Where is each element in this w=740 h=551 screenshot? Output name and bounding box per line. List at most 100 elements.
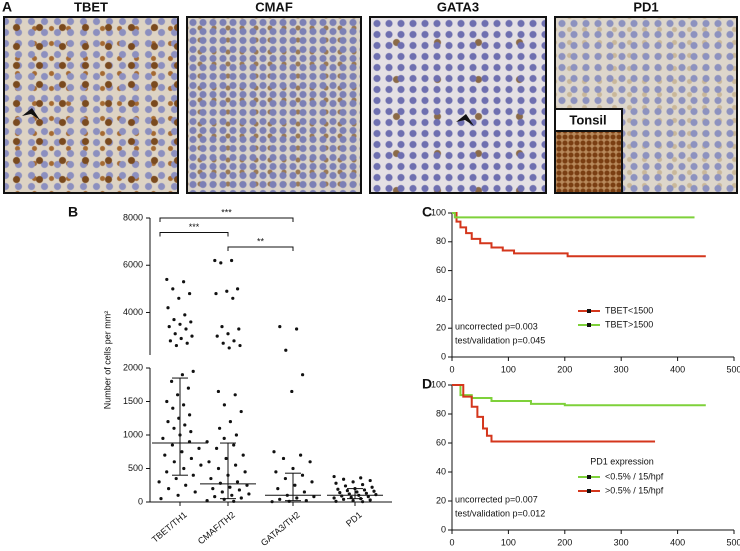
dot bbox=[207, 460, 211, 464]
dot bbox=[364, 491, 368, 495]
dot bbox=[310, 480, 314, 484]
dot bbox=[185, 341, 189, 345]
dot bbox=[342, 477, 346, 481]
significance-bracket bbox=[159, 232, 229, 237]
dot bbox=[180, 373, 184, 377]
dot bbox=[281, 456, 286, 461]
dot bbox=[351, 499, 355, 503]
image-title: PD1 bbox=[633, 0, 658, 14]
dot bbox=[228, 420, 232, 424]
dot bbox=[238, 343, 242, 348]
dot bbox=[245, 483, 249, 487]
y-tick-label: 80 bbox=[436, 236, 446, 246]
dot bbox=[189, 320, 193, 324]
dot bbox=[355, 490, 359, 494]
dot bbox=[220, 490, 224, 494]
legend-marker bbox=[587, 489, 591, 493]
y-tick-label: 1500 bbox=[123, 396, 143, 406]
dot bbox=[188, 413, 192, 417]
y-tick-label: 20 bbox=[436, 495, 446, 505]
dot bbox=[342, 497, 346, 501]
dot bbox=[214, 291, 218, 296]
dot bbox=[231, 296, 235, 300]
dot bbox=[370, 485, 374, 489]
dot bbox=[349, 495, 353, 499]
x-tick-label: PD1 bbox=[344, 510, 364, 529]
dot bbox=[222, 436, 226, 440]
dot bbox=[219, 261, 223, 265]
dot bbox=[222, 403, 226, 407]
survival-curve bbox=[452, 384, 706, 407]
dot bbox=[211, 487, 215, 491]
survival-curve bbox=[452, 212, 695, 219]
legend-label: TBET<1500 bbox=[605, 305, 653, 315]
survival-curve bbox=[452, 384, 656, 443]
dot bbox=[221, 341, 225, 345]
dot bbox=[182, 466, 186, 471]
y-axis-label: Number of cells per mm² bbox=[102, 311, 112, 410]
y-tick-label: 4000 bbox=[123, 307, 143, 317]
dot bbox=[295, 496, 299, 500]
dot bbox=[183, 423, 187, 427]
dot bbox=[336, 487, 340, 491]
legend-label: >0.5% / 15/hpf bbox=[605, 485, 664, 495]
dot bbox=[172, 317, 176, 322]
dot bbox=[276, 487, 280, 491]
arrowhead bbox=[22, 108, 40, 120]
dot bbox=[205, 440, 209, 444]
dot bbox=[243, 470, 247, 474]
significance-bracket bbox=[227, 246, 294, 251]
dot bbox=[176, 393, 180, 397]
dot bbox=[237, 488, 241, 492]
y-tick-label: 0 bbox=[441, 524, 446, 534]
dot bbox=[172, 460, 176, 464]
image-title: GATA3 bbox=[437, 0, 479, 14]
dot bbox=[361, 482, 365, 487]
dot bbox=[216, 466, 221, 471]
x-tick-label: 0 bbox=[449, 537, 454, 547]
dot bbox=[178, 322, 182, 326]
dot bbox=[165, 399, 169, 404]
dot bbox=[227, 346, 231, 350]
panel-letter: C bbox=[422, 204, 432, 220]
inset-title: Tonsil bbox=[569, 112, 606, 127]
x-tick-label: 0 bbox=[449, 364, 454, 374]
y-tick-label: 500 bbox=[128, 463, 143, 473]
dot bbox=[368, 498, 372, 502]
dot bbox=[189, 430, 193, 434]
dot bbox=[216, 389, 220, 394]
dot bbox=[157, 480, 161, 484]
legend-title: PD1 expression bbox=[590, 456, 654, 466]
x-tick-label: 500 bbox=[726, 537, 740, 547]
panel-letter: A bbox=[2, 0, 12, 15]
dot bbox=[166, 420, 170, 424]
dot bbox=[234, 463, 238, 467]
y-tick-label: 40 bbox=[436, 294, 446, 304]
y-tick-label: 100 bbox=[431, 207, 446, 217]
dot bbox=[302, 490, 306, 494]
dot bbox=[290, 389, 294, 394]
dot bbox=[235, 480, 240, 484]
dot bbox=[205, 499, 209, 503]
dot bbox=[220, 325, 224, 329]
dot bbox=[361, 500, 365, 504]
dot bbox=[308, 460, 312, 464]
dot bbox=[226, 332, 230, 336]
dot bbox=[186, 386, 190, 390]
dot bbox=[241, 453, 245, 457]
dot bbox=[291, 466, 295, 471]
dot bbox=[197, 446, 201, 450]
dot bbox=[170, 379, 174, 383]
dot bbox=[368, 478, 372, 483]
dot bbox=[189, 456, 193, 461]
dot bbox=[165, 470, 169, 474]
panel-letter: B bbox=[68, 204, 78, 220]
x-tick-label: 100 bbox=[501, 537, 516, 547]
dot bbox=[174, 476, 178, 481]
significance-label: ** bbox=[257, 236, 265, 246]
micrograph bbox=[3, 16, 179, 194]
significance-label: *** bbox=[221, 207, 232, 217]
dot bbox=[213, 258, 217, 263]
dot bbox=[225, 289, 229, 293]
y-tick-label: 2000 bbox=[123, 362, 143, 372]
